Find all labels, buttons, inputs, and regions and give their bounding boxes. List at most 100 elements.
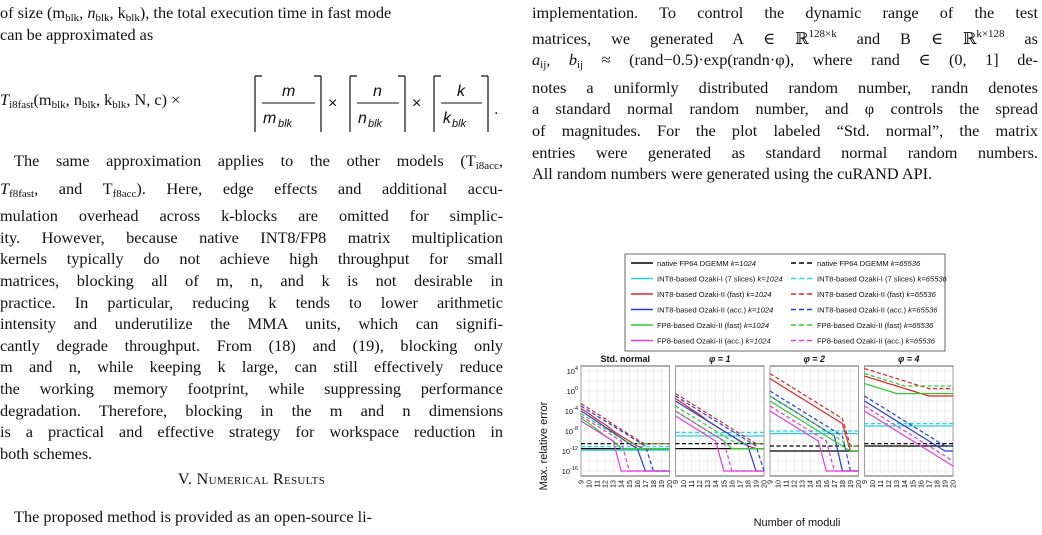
frac3-den: k [443,110,452,127]
x-tick-label: 16 [727,480,736,488]
x-tick-label: 13 [798,480,807,488]
y-tick-label: 10-12 [562,446,578,456]
text-line: m and n, while keeping k large, can stil… [0,357,503,377]
x-tick-label: 12 [695,480,704,488]
subscript: blk [51,99,66,111]
x-tick-label: 9 [577,480,586,484]
x-tick-label: 10 [774,480,783,488]
text-line: the working memory footprint, while supp… [0,378,503,398]
times-sign: × [328,95,337,112]
series-line [864,375,953,397]
chart-panel: φ = 1 9 10 11 12 13 14 15 16 17 18 19 20 [671,354,769,488]
text-line: Tf8fast, and Tf8acc). Here, edge effects… [0,178,503,200]
x-tick-label: 9 [860,480,869,484]
text-span: ), the total execution time in fast mode [139,3,392,22]
legend-label: INT8-based Ozaki-I (7 slices) k=65536 [817,275,948,284]
legend-label: INT8-based Ozaki-II (fast) k=1024 [657,290,772,299]
series-line [864,373,953,387]
x-tick-label: 14 [900,480,909,488]
x-tick-label: 14 [711,480,720,488]
x-tick-label: 10 [585,480,594,488]
series-line [864,405,954,462]
text-line: ity. However, because native INT8/FP8 ma… [0,227,503,247]
x-tick-label: 15 [908,480,917,488]
text-line: The proposed method is provided as an op… [14,507,373,526]
legend-label: FP8-based Ozaki-II (acc.) k=1024 [657,337,771,346]
subscript: blk [112,99,127,111]
x-tick-label: 16 [822,480,831,488]
x-tick-label: 11 [876,480,885,487]
paragraph: implementation. To control the dynamic r… [532,2,1038,185]
text-line: The same approximation applies to the ot… [14,151,503,172]
x-tick-label: 18 [649,480,658,488]
series-line [675,393,764,445]
series-line [580,417,670,450]
frac3-den-sub: blk [452,118,467,130]
section-heading: V. Numerical Results [177,469,326,488]
text-line: mulation overhead across k-blocks are om… [0,206,503,226]
x-tick-label: 20 [665,480,674,488]
x-tick-label: 18 [838,480,847,488]
x-tick-label: 11 [687,480,696,487]
series-line [769,395,859,447]
x-tick-label: 9 [671,480,680,484]
x-tick-label: 14 [806,480,815,488]
series-line [769,405,859,472]
chart-panel: Std. normal 9 10 11 12 13 14 15 16 17 18 19 20 [577,354,675,488]
equation-args: , N, c) × [126,90,181,109]
text-line: of size (mblk, nblk, kblk), the total ex… [0,2,391,30]
x-tick-label: 17 [924,480,933,488]
legend-label: FP8-based Ozaki-II (fast) k=1024 [657,321,769,330]
frac2-den: n [358,110,367,127]
text-line: can be approximated as [0,25,154,44]
y-tick-label: 104 [567,366,578,376]
series-line [675,400,764,472]
series-line [580,413,670,445]
text-line: intensity and underutilize the MMA units… [0,314,503,334]
x-tick-label: 15 [719,480,728,488]
text-line: degradation. Therefore, blocking in the … [0,400,503,420]
period: . [494,101,498,118]
text-line: of magnitudes. For the plot labeled “Std… [532,120,1038,140]
x-tick-label: 11 [593,480,602,487]
legend-label: native FP64 DGEMM k=1024 [657,259,756,268]
series-line [580,405,670,472]
legend-label: native FP64 DGEMM k=65536 [817,259,921,268]
paragraph: The same approximation applies to the ot… [0,150,503,464]
x-tick-label: 12 [601,480,610,488]
series-line [580,403,670,446]
panel-title: φ = 4 [898,354,920,364]
legend-label: INT8-based Ozaki-II (fast) k=65536 [817,290,937,299]
x-tick-label: 15 [814,480,823,488]
text-line: is a practical and effective strategy fo… [0,422,503,442]
y-tick-label: 10-4 [565,406,578,416]
chart-panel: φ = 4 9 10 11 12 13 14 15 16 17 18 19 20 [860,354,958,488]
x-tick-label: 20 [949,480,958,488]
x-tick-label: 18 [743,480,752,488]
figure: native FP64 DGEMM k=1024 native FP64 DGEM… [537,250,1037,530]
x-tick-label: 12 [884,480,893,488]
y-axis-label: Max. relative error [538,401,550,490]
legend-label: FP8-based Ozaki-II (fast) k=65536 [817,321,934,330]
frac1-num: m [282,83,295,100]
text-line: kernels typically do not achieve high th… [0,249,503,269]
x-tick-label: 10 [679,480,688,488]
x-axis-label: Number of moduli [754,517,841,529]
series-line [769,400,859,452]
x-tick-label: 10 [868,480,877,488]
x-tick-label: 13 [703,480,712,488]
text-line: matrices, we generated A ∈ ℝ128×k and B … [532,27,1038,48]
text-line: All random numbers were generated using … [532,164,933,184]
legend-label: FP8-based Ozaki-II (acc.) k=65536 [817,337,936,346]
x-tick-label: 13 [892,480,901,488]
y-tick-label: 10-8 [565,426,578,436]
text-line: cantly degrade throughput. From (18) and… [0,335,503,355]
legend-label: INT8-based Ozaki-II (acc.) k=65536 [817,306,938,315]
series-line [864,400,953,452]
series-line [675,410,764,472]
legend-label: INT8-based Ozaki-II (acc.) k=1024 [657,306,773,315]
subscript: blk [95,12,110,24]
legend: native FP64 DGEMM k=1024 native FP64 DGEM… [624,253,948,352]
subscript: i8fast [9,99,34,111]
text-line: entries were generated as standard norma… [532,142,1038,162]
